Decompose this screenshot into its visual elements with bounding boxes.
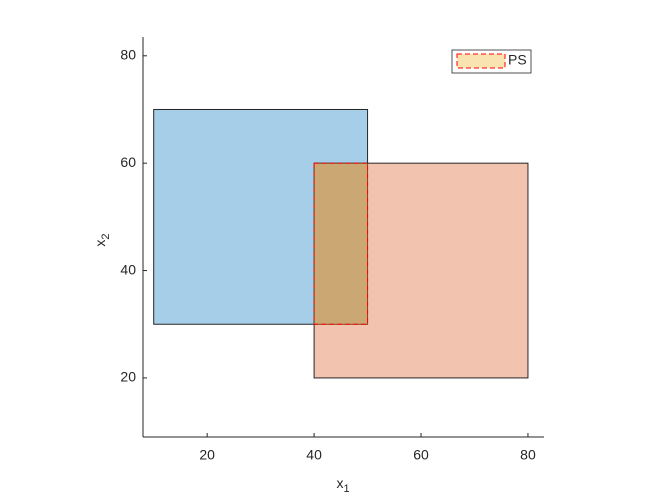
x-label-main: x	[336, 475, 343, 491]
y-label-main: x	[92, 240, 108, 247]
y-axis-label: x2	[92, 233, 112, 246]
region	[313, 162, 369, 325]
y-tick-label: 80	[120, 46, 136, 62]
x-tick-label: 40	[306, 447, 322, 463]
y-tick-label: 20	[120, 369, 136, 385]
legend-swatch	[456, 53, 506, 69]
x-tick-label: 20	[199, 447, 215, 463]
region	[313, 162, 529, 379]
legend-box	[451, 49, 532, 74]
x-tick-label: 60	[413, 447, 429, 463]
x-axis-label: x1	[336, 475, 349, 495]
region	[153, 108, 369, 325]
y-tick-label: 40	[120, 261, 136, 277]
x-label-sub: 1	[343, 483, 349, 495]
y-label-sub: 2	[100, 233, 112, 239]
legend-label: PS	[508, 52, 527, 68]
y-tick-label: 60	[120, 154, 136, 170]
legend: PS	[451, 49, 532, 74]
x-tick-label: 80	[520, 447, 536, 463]
